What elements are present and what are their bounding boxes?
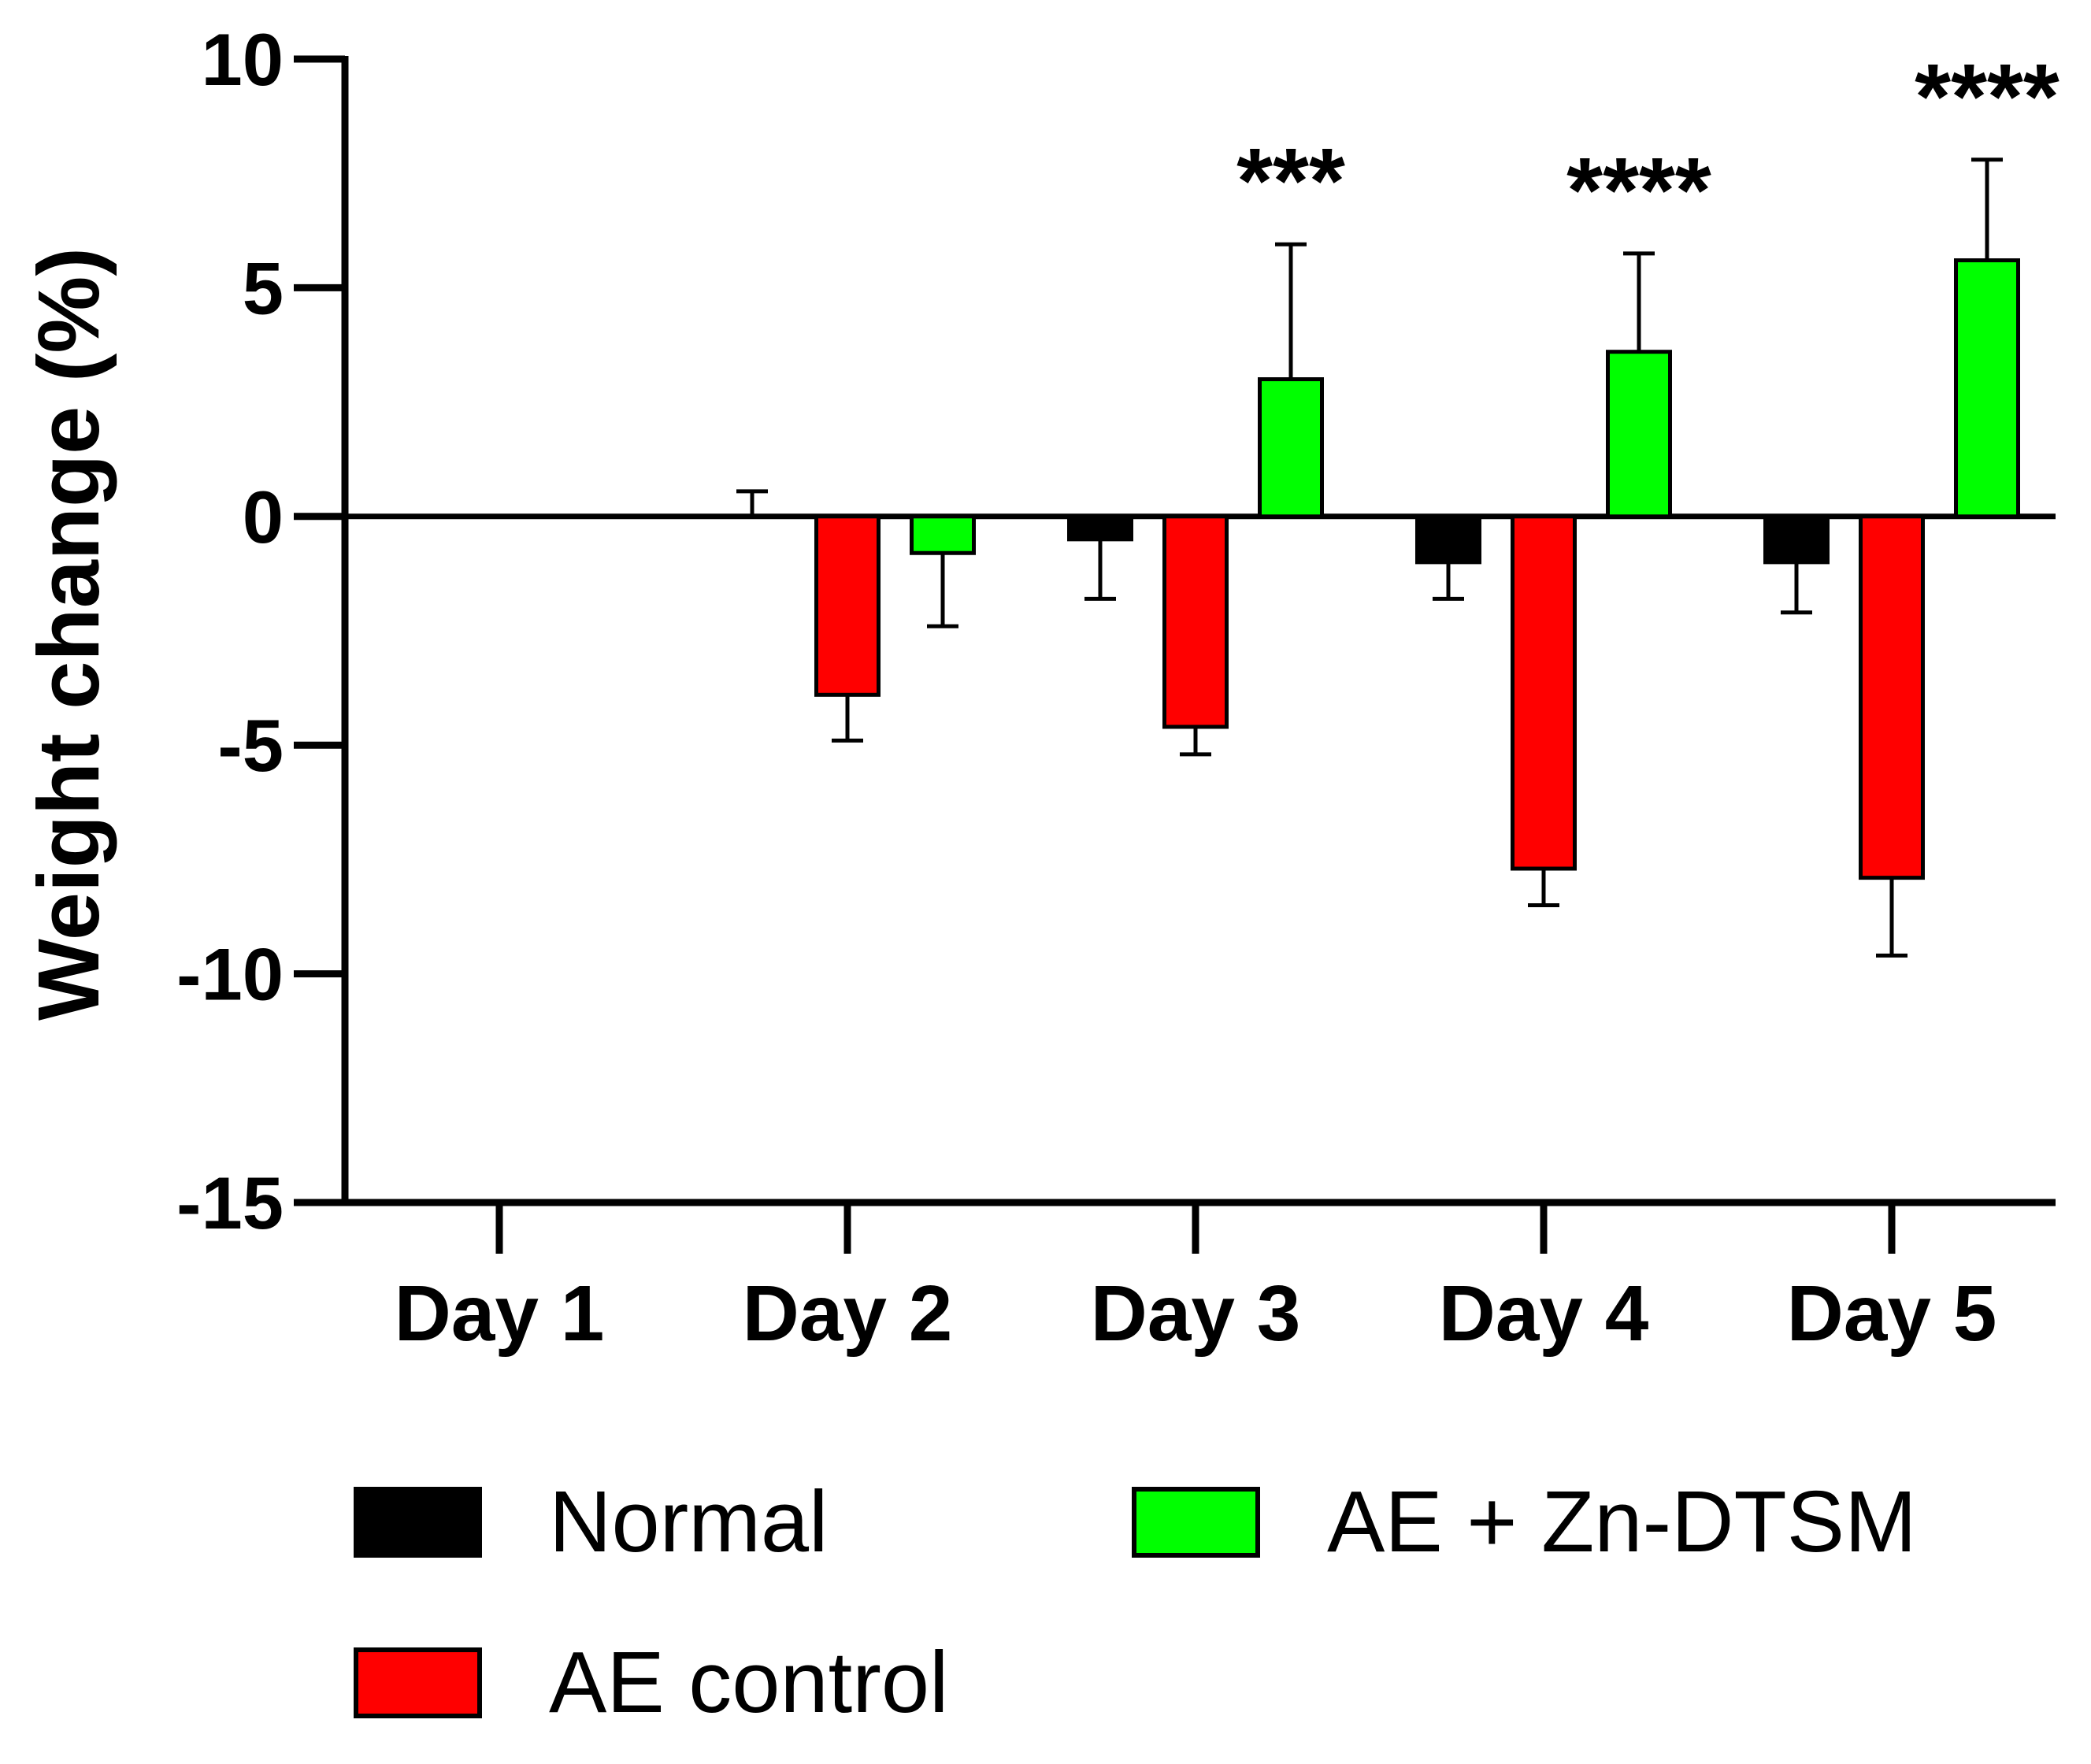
x-tick-label: Day 3: [1091, 1269, 1301, 1358]
bar: [1763, 514, 1830, 565]
bar: [1606, 350, 1672, 519]
legend-label: AE + Zn-DTSM: [1327, 1473, 1917, 1570]
legend-swatch: [354, 1487, 482, 1558]
x-tick-label: Day 2: [743, 1269, 953, 1358]
y-tick-label: 0: [243, 476, 284, 558]
bar: [1258, 377, 1324, 519]
significance-label: ****: [1566, 139, 1711, 243]
significance-label: ****: [1915, 45, 2059, 149]
bar: [1415, 514, 1481, 565]
x-tick-label: Day 5: [1787, 1269, 1997, 1358]
significance-label: ***: [1236, 129, 1345, 233]
y-tick-label: -10: [176, 933, 284, 1016]
legend-swatch: [1132, 1487, 1260, 1558]
bar: [1859, 514, 1925, 880]
bars: [736, 158, 2020, 958]
bar: [910, 514, 976, 555]
y-tick-label: 10: [201, 18, 284, 101]
bar: [1954, 258, 2020, 519]
bar: [1067, 514, 1133, 542]
bar: [1511, 514, 1577, 871]
y-tick-label: -15: [176, 1162, 284, 1244]
bar: [814, 514, 881, 697]
legend-label: AE control: [549, 1634, 948, 1731]
y-tick-label: 5: [243, 246, 284, 329]
legend-label: Normal: [549, 1473, 829, 1570]
axis-labels: 10 5 0 -5 -10 -15 Day 1 Day 2 Day 3 Day 4 Day 5 ***…: [176, 18, 2059, 1358]
legend-swatch: [354, 1647, 482, 1718]
y-tick-label: -5: [217, 704, 284, 787]
y-axis-title: Weight change (%): [20, 247, 117, 1021]
legend: Normal AE control AE + Zn-DTSM: [354, 1473, 1917, 1731]
x-tick-label: Day 1: [395, 1269, 605, 1358]
bar: [1162, 514, 1229, 729]
x-tick-label: Day 4: [1439, 1269, 1649, 1358]
